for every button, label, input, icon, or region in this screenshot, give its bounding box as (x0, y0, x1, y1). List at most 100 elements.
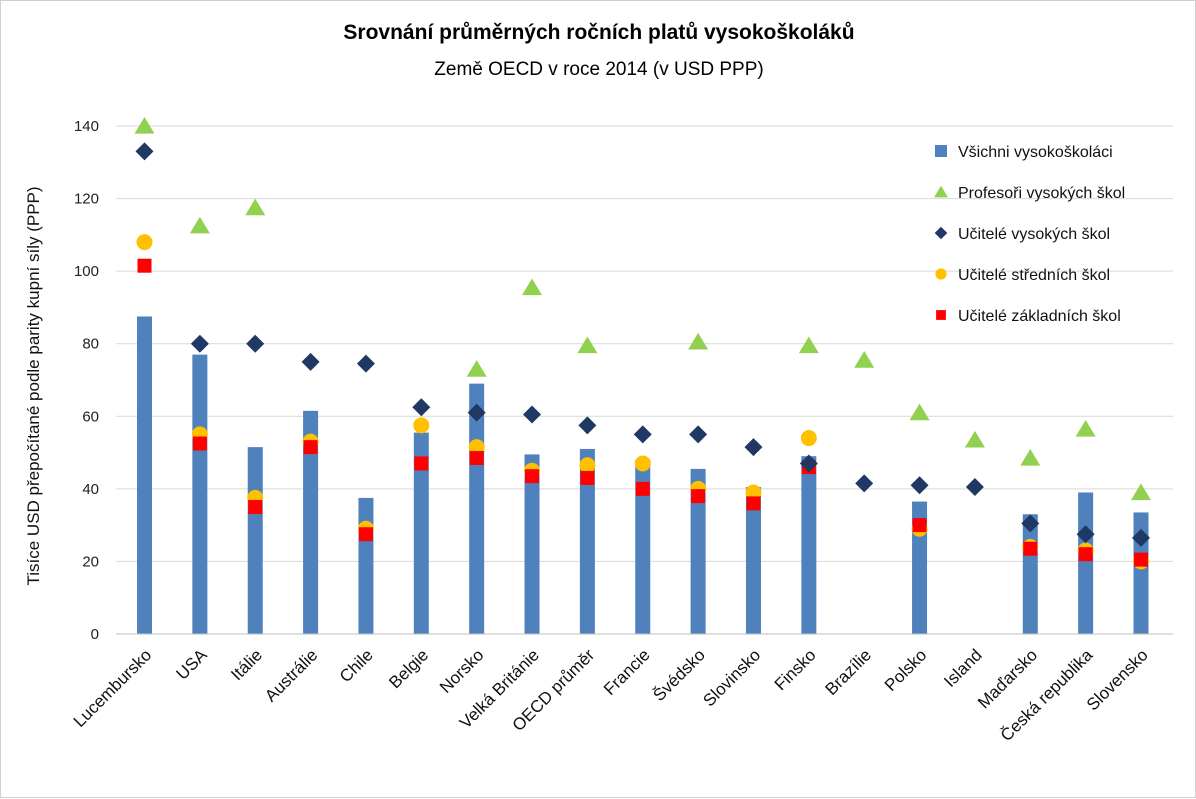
triangle-marker (245, 198, 266, 216)
diamond-marker (633, 425, 652, 444)
y-tick-label: 60 (82, 408, 99, 425)
square-marker (469, 451, 484, 466)
square-marker (1134, 552, 1148, 567)
category-label: Francie (600, 645, 654, 699)
square-marker (580, 470, 595, 485)
square-marker (912, 518, 927, 533)
triangle-marker (854, 351, 875, 368)
bar (579, 448, 595, 634)
bar (358, 497, 374, 634)
y-axis-label: Tisíce USD přepočítané podle parity kupn… (24, 186, 43, 585)
y-tick-label: 100 (74, 263, 99, 280)
square-marker (1078, 547, 1093, 562)
legend-label: Profesoři vysokých škol (958, 185, 1125, 202)
bar-series (137, 316, 1149, 634)
triangle-marker (1020, 449, 1041, 466)
category-label: Belgie (385, 645, 432, 692)
square-marker (936, 310, 946, 320)
category-label: Chile (336, 645, 377, 686)
diamond-marker (356, 354, 375, 373)
square-marker (192, 436, 207, 451)
triangle-marker (466, 360, 487, 377)
square-marker (358, 527, 373, 542)
marker-series (134, 117, 1151, 570)
y-tick-label: 140 (74, 118, 99, 135)
y-tick-label: 80 (82, 336, 99, 353)
diamond-marker (246, 334, 265, 353)
triangle-marker (798, 336, 819, 354)
bar (1078, 492, 1094, 634)
category-label: Itálie (227, 645, 266, 684)
triangle-marker (964, 430, 985, 448)
diamond-marker (467, 403, 486, 422)
diamond-marker (855, 474, 874, 493)
y-axis-ticks: 0 20 40 60 80 100 120 140 (74, 118, 99, 643)
chart-subtitle: Země OECD v roce 2014 (v USD PPP) (434, 59, 764, 80)
triangle-marker (577, 336, 598, 354)
square-marker (635, 481, 650, 496)
square-marker (691, 489, 706, 504)
bar (690, 468, 706, 634)
y-tick-label: 120 (74, 191, 99, 208)
square-marker (525, 469, 540, 484)
legend-item: Učitelé středních škol (935, 267, 1110, 284)
diamond-marker (799, 454, 818, 473)
square-marker (303, 440, 318, 455)
legend-item: Profesoři vysokých škol (934, 185, 1125, 202)
legend-item: Učitelé vysokých škol (934, 226, 1110, 243)
category-label: Island (940, 645, 986, 691)
circle-marker (634, 455, 651, 472)
diamond-marker (744, 438, 763, 457)
bar (801, 456, 817, 634)
bar (745, 487, 761, 634)
bar (524, 454, 540, 634)
triangle-marker (189, 216, 210, 234)
square-marker (137, 258, 152, 273)
diamond-marker (190, 334, 209, 353)
circle-marker (935, 268, 947, 280)
diamond-marker (1021, 514, 1040, 533)
diamond-marker (523, 405, 542, 424)
y-tick-label: 40 (82, 481, 99, 498)
gridlines (116, 125, 1173, 562)
category-label: Norsko (436, 645, 488, 697)
category-label: Slovinsko (699, 645, 764, 710)
bar (303, 410, 319, 634)
chart-title: Srovnání průměrných ročních platů vysoko… (343, 21, 855, 44)
diamond-marker (934, 226, 948, 240)
legend-label: Všichni vysokoškoláci (958, 144, 1113, 161)
square-marker (248, 500, 263, 514)
diamond-marker (135, 142, 154, 161)
y-tick-label: 0 (91, 626, 99, 643)
y-tick-label: 20 (82, 553, 99, 570)
diamond-marker (301, 352, 320, 371)
diamond-marker (1076, 525, 1095, 544)
category-label: Austrálie (261, 645, 321, 705)
legend-label: Učitelé základních škol (958, 308, 1121, 325)
bar (192, 354, 208, 634)
category-label: Lucembursko (70, 645, 156, 731)
bar (247, 447, 263, 634)
triangle-marker (688, 332, 709, 350)
triangle-marker (134, 117, 155, 134)
legend-label: Učitelé vysokých škol (958, 226, 1110, 243)
diamond-marker (412, 398, 431, 417)
circle-marker (800, 430, 817, 447)
legend-item: Učitelé základních škol (936, 308, 1121, 325)
bar (635, 459, 651, 634)
legend: Všichni vysokoškoláci Profesoři vysokých … (934, 144, 1125, 325)
legend-swatch (935, 145, 947, 157)
triangle-marker (1131, 483, 1151, 501)
circle-marker (579, 457, 596, 474)
triangle-marker (934, 185, 948, 198)
diamond-marker (1132, 528, 1150, 547)
bar (137, 316, 152, 634)
category-label: Finsko (771, 645, 820, 694)
legend-item: Všichni vysokoškoláci (935, 144, 1113, 161)
diamond-marker (965, 478, 984, 497)
square-marker (746, 496, 761, 511)
square-marker (414, 456, 429, 471)
